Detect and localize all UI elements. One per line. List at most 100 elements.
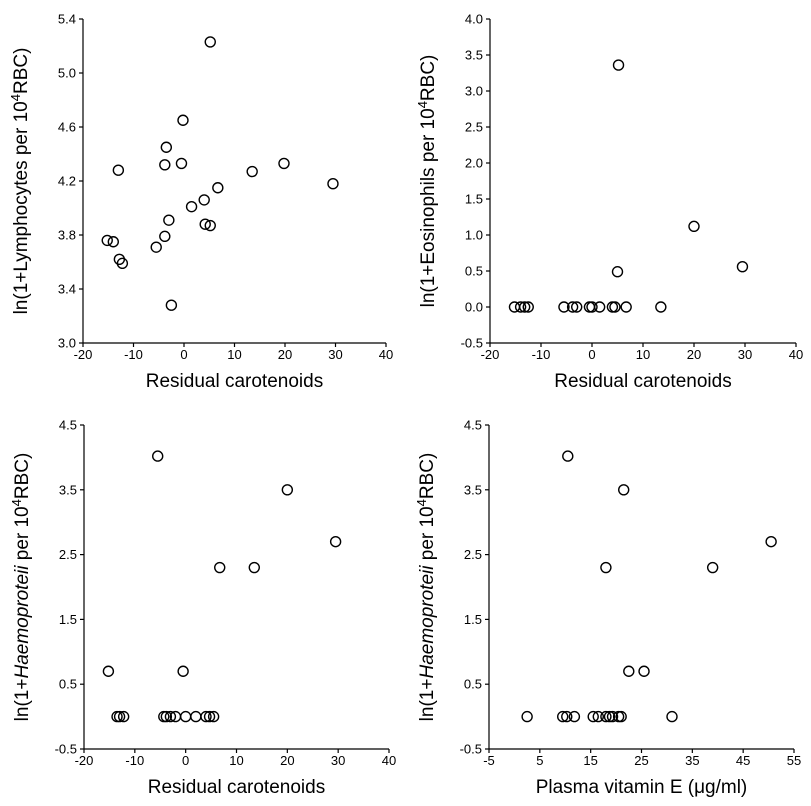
- data-point: [765, 535, 777, 548]
- data-point: [638, 665, 650, 677]
- data-point: [212, 182, 224, 194]
- data-point: [175, 157, 188, 170]
- data-point: [116, 257, 129, 270]
- y-tick-label: 4.5: [59, 418, 77, 433]
- x-axis-label: Plasma vitamin E (μg/ml): [536, 777, 748, 798]
- y-tick-label: 0.5: [464, 677, 482, 692]
- y-tick-label: 2.0: [465, 156, 483, 171]
- y-axis-label: ln(1+Haemoproteii per 104RBC): [9, 453, 34, 722]
- data-point: [159, 230, 171, 243]
- data-point: [522, 301, 534, 313]
- x-tick-label: 40: [789, 347, 803, 362]
- y-tick-label: 4.5: [464, 418, 482, 433]
- y-axis-label: ln(1+Lymphocytes per 104RBC): [8, 48, 33, 315]
- x-tick-label: -20: [74, 347, 93, 362]
- x-tick-label: 35: [685, 753, 699, 768]
- data-point: [736, 260, 749, 273]
- data-point: [518, 301, 531, 313]
- data-point: [207, 710, 220, 723]
- panel-1: 3.0 3.4 3.8 4.2 4.6 5.0 5.4 -20 -10 0 10 20 30 40 Resi…: [8, 12, 394, 393]
- data-point: [623, 665, 635, 677]
- y-tick-label: 5.0: [58, 66, 76, 81]
- x-tick-label: 55: [787, 753, 801, 768]
- data-point: [571, 301, 583, 313]
- data-point: [185, 200, 198, 213]
- data-point: [568, 710, 581, 723]
- panel-3: -0.5 0.5 1.5 2.5 3.5 4.5 -20 -10 0 10 20 30 40 Residu…: [9, 418, 397, 799]
- data-point: [593, 301, 606, 313]
- data-point: [214, 561, 226, 574]
- x-tick-label: 30: [331, 753, 345, 768]
- data-point: [562, 450, 574, 462]
- x-tick-label: 10: [636, 347, 650, 362]
- data-point: [101, 234, 113, 247]
- y-tick-label: -0.5: [460, 742, 482, 757]
- data-point: [706, 561, 719, 574]
- data-point: [246, 165, 258, 178]
- y-axis-label: ln(1+Haemoproteii per 104RBC): [414, 453, 439, 722]
- data-point: [160, 710, 173, 723]
- y-tick-label: 0.5: [59, 677, 77, 692]
- y-tick-label: 3.4: [58, 282, 76, 297]
- x-tick-label: 5: [536, 753, 543, 768]
- data-point: [606, 710, 619, 723]
- data-point: [199, 218, 211, 230]
- y-tick-label: 3.0: [58, 336, 76, 351]
- x-tick-label: 20: [687, 347, 701, 362]
- data-point: [600, 561, 612, 574]
- data-point: [160, 141, 173, 153]
- x-tick-label: 0: [180, 347, 187, 362]
- x-tick-label: -5: [483, 753, 495, 768]
- data-point: [611, 266, 624, 278]
- y-tick-label: 2.5: [464, 547, 482, 562]
- x-tick-label: 40: [382, 753, 396, 768]
- data-point: [203, 710, 216, 723]
- panel-2: -0.5 0.0 0.5 1.0 1.5 2.0 2.5 3.0 3.5 4.0 -20 -10 0 10…: [415, 12, 804, 393]
- data-point: [688, 220, 700, 233]
- x-tick-label: 40: [379, 347, 393, 362]
- data-point: [159, 159, 171, 171]
- x-tick-label: 0: [588, 347, 595, 362]
- y-tick-label: 1.5: [59, 612, 77, 627]
- x-tick-label: 30: [738, 347, 752, 362]
- x-tick-label: -10: [124, 347, 143, 362]
- y-tick-label: 0.5: [465, 264, 483, 279]
- data-point: [609, 301, 621, 313]
- x-tick-label: -20: [481, 347, 500, 362]
- y-tick-label: 3.0: [465, 84, 483, 99]
- data-point: [327, 177, 339, 190]
- y-tick-label: 0.0: [465, 300, 483, 315]
- x-tick-label: -10: [532, 347, 551, 362]
- data-point: [112, 164, 125, 176]
- y-tick-label: 1.5: [464, 612, 482, 627]
- data-point: [204, 219, 216, 232]
- y-tick-label: 3.5: [59, 482, 77, 497]
- y-tick-label: 4.2: [58, 174, 76, 189]
- y-axis-label: ln(1+Eosinophils per 104RBC): [415, 55, 440, 308]
- x-axis-label: Residual carotenoids: [148, 777, 325, 798]
- data-point: [117, 710, 130, 723]
- data-point: [586, 301, 598, 313]
- y-tick-label: 1.0: [465, 228, 483, 243]
- x-tick-label: 10: [229, 753, 243, 768]
- data-point: [165, 299, 178, 311]
- data-point: [107, 236, 120, 248]
- y-tick-label: 1.5: [465, 192, 483, 207]
- data-point: [198, 194, 210, 206]
- data-point: [248, 561, 260, 574]
- x-tick-label: 25: [634, 753, 648, 768]
- data-point: [603, 710, 616, 723]
- data-point: [592, 710, 604, 723]
- y-tick-label: 2.5: [465, 120, 483, 135]
- data-point: [278, 157, 290, 170]
- x-tick-label: 20: [278, 347, 292, 362]
- data-point: [600, 710, 612, 723]
- data-point: [179, 710, 192, 723]
- data-point: [557, 710, 569, 723]
- data-point: [566, 301, 579, 313]
- data-point: [150, 241, 162, 253]
- x-tick-label: 10: [227, 347, 241, 362]
- y-tick-label: 3.8: [58, 228, 76, 243]
- x-tick-label: 0: [182, 753, 189, 768]
